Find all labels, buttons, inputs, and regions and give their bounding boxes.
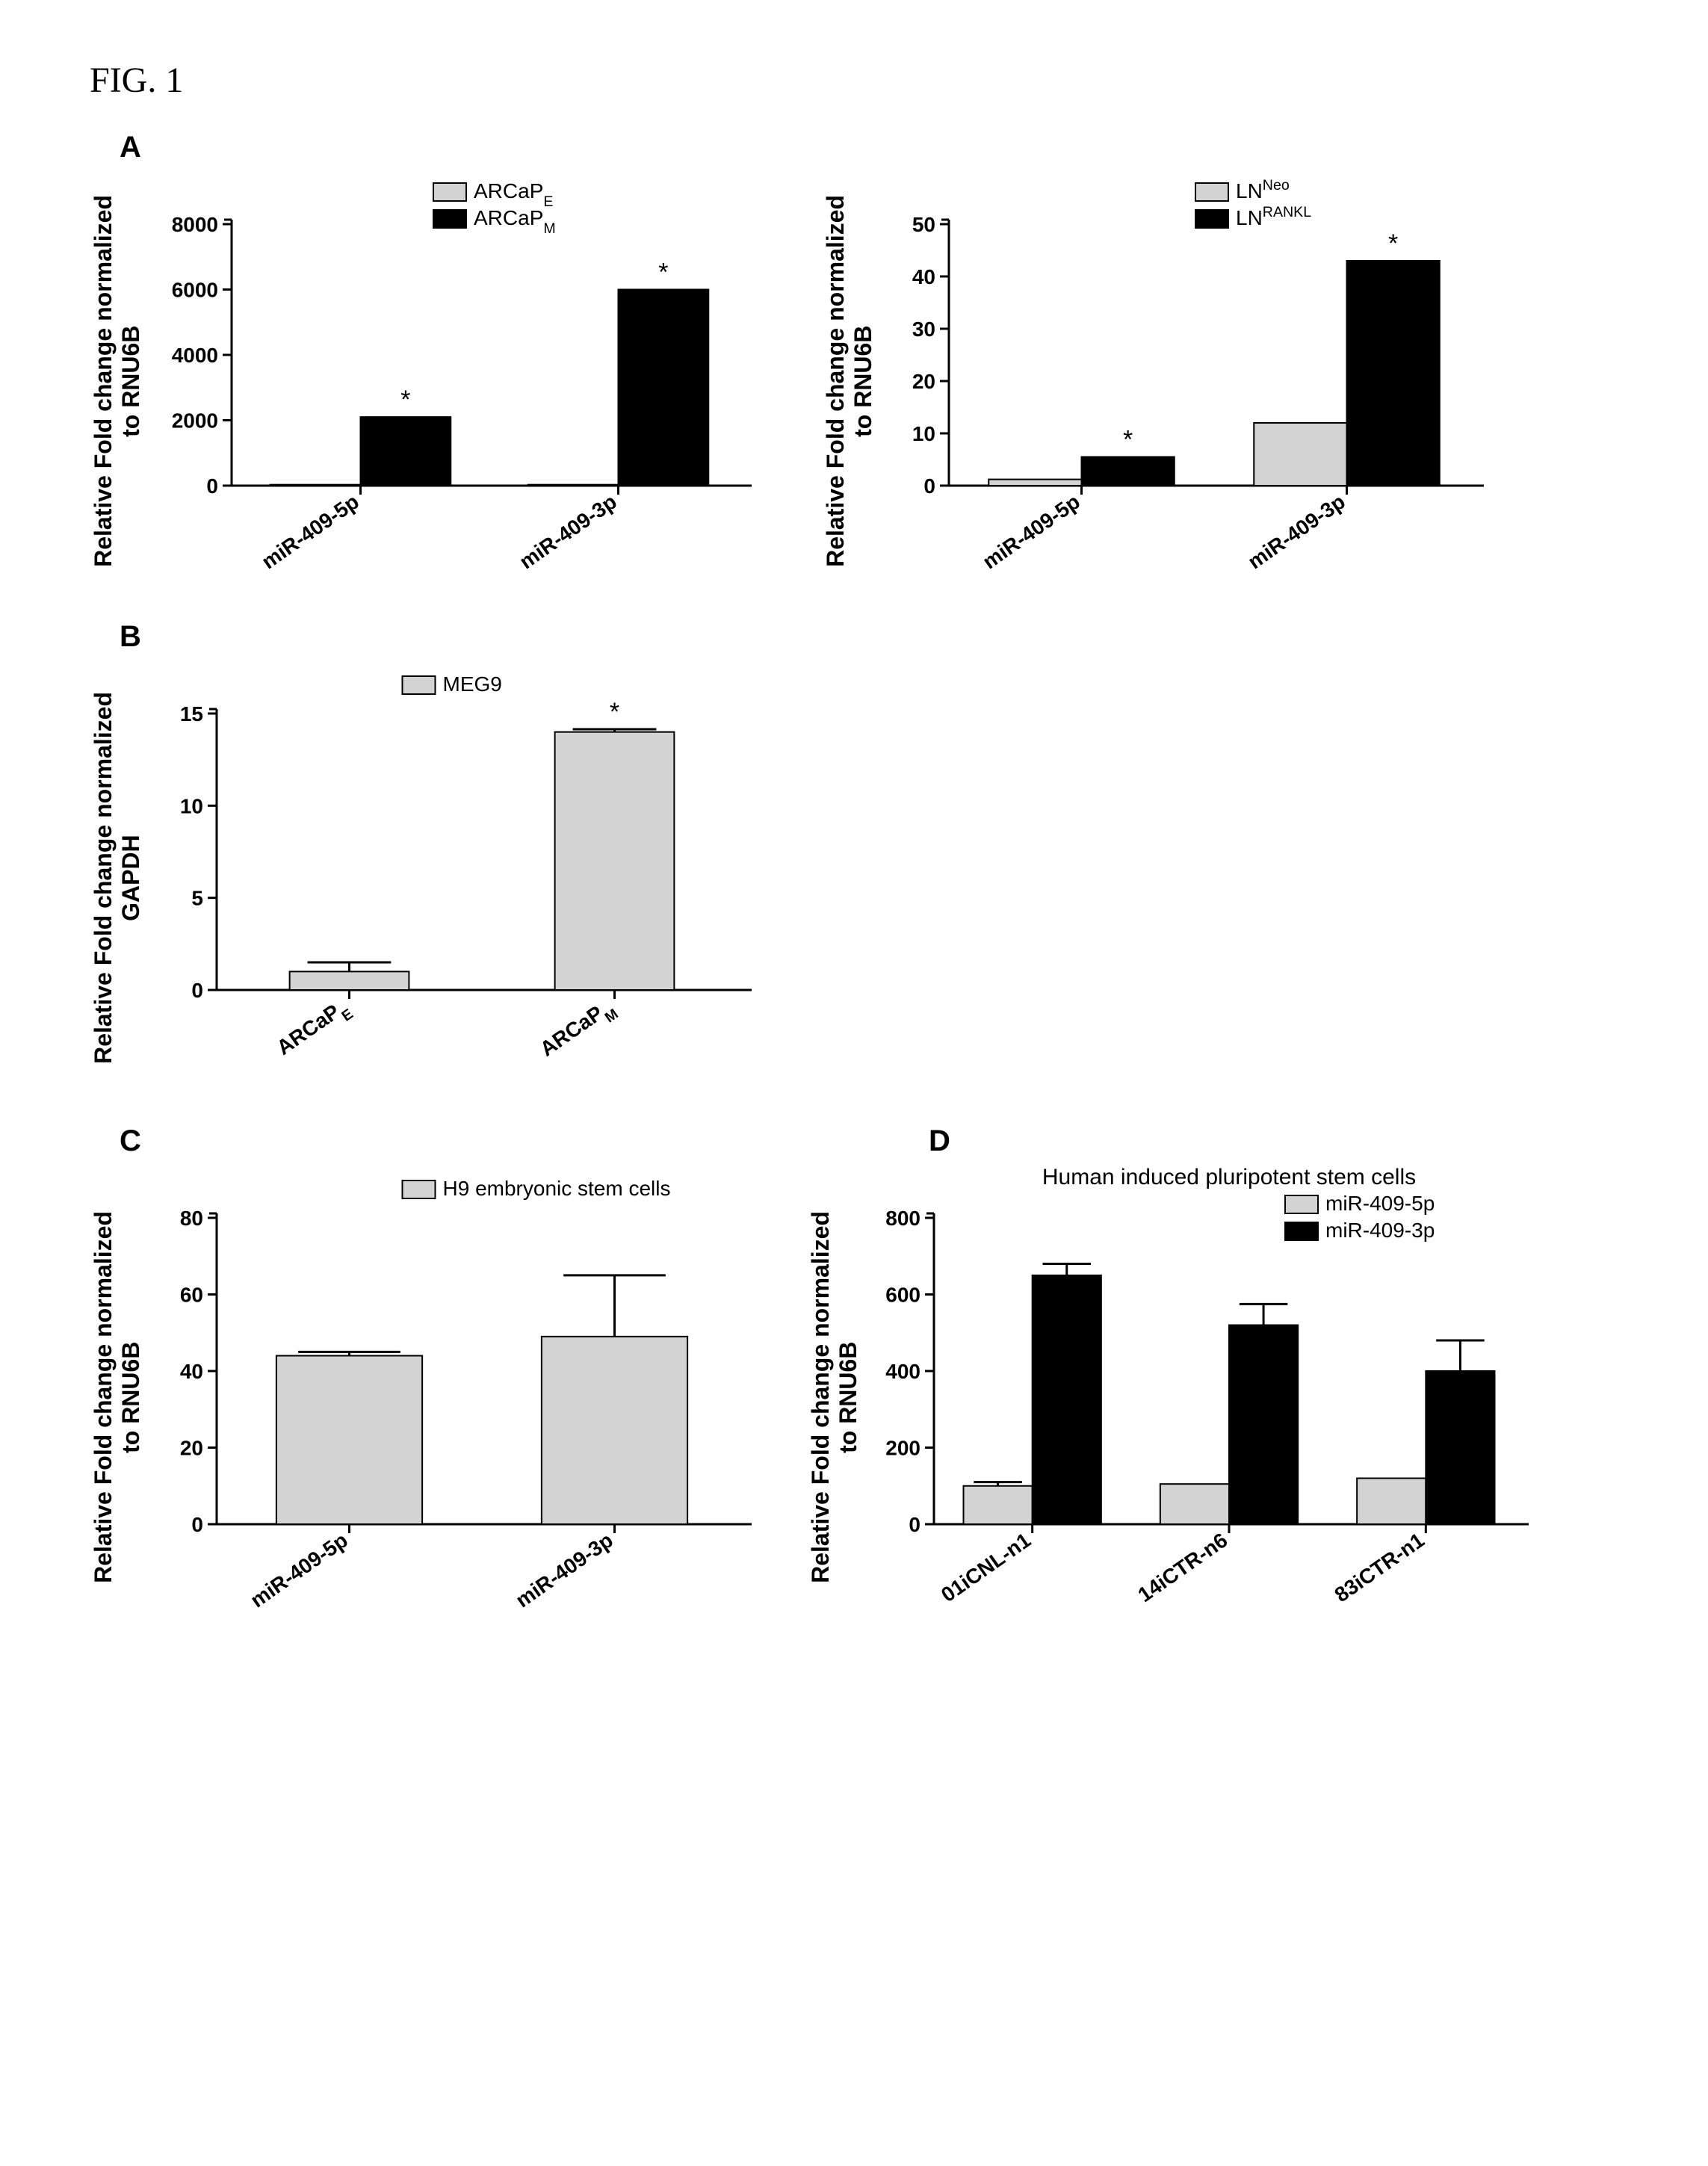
svg-text:60: 60 xyxy=(180,1284,203,1307)
panel-CD-labels: C D xyxy=(90,1095,1618,1166)
svg-text:LNRANKL: LNRANKL xyxy=(1236,204,1311,229)
svg-text:20: 20 xyxy=(912,370,935,393)
svg-text:H9 embryonic stem cells: H9 embryonic stem cells xyxy=(443,1177,671,1200)
svg-text:200: 200 xyxy=(885,1437,920,1460)
svg-text:miR-409-5p: miR-409-5p xyxy=(258,490,363,574)
svg-text:83iCTR-n1: 83iCTR-n1 xyxy=(1331,1529,1429,1607)
svg-text:80: 80 xyxy=(180,1207,203,1230)
svg-text:*: * xyxy=(1388,229,1398,258)
svg-text:miR-409-3p: miR-409-3p xyxy=(1244,490,1349,574)
svg-text:4000: 4000 xyxy=(172,344,218,367)
svg-text:5: 5 xyxy=(191,887,203,910)
panel-A-right-wrap: Relative Fold change normalized to RNU6B… xyxy=(822,172,1494,590)
svg-text:0: 0 xyxy=(923,474,935,498)
figure-page: FIG. 1 A Relative Fold change normalized… xyxy=(0,0,1708,1718)
panel-CD-row: Relative Fold change normalized to RNU6B… xyxy=(90,1166,1618,1629)
svg-text:20: 20 xyxy=(180,1437,203,1460)
panel-B-ylabel: Relative Fold change normalized GAPDH xyxy=(90,692,145,1064)
svg-text:10: 10 xyxy=(912,422,935,445)
panel-A-left-chart: 0 2000 4000 6000 8000 miR-409-5p miR-409-3p * * A… xyxy=(149,172,762,590)
panel-C-wrap: Relative Fold change normalized to RNU6B… xyxy=(90,1166,762,1629)
svg-text:0: 0 xyxy=(206,474,218,498)
panel-A-right-chart: 0 10 20 30 40 50 miR-409-5p miR-409-3p * * LNNeoLN… xyxy=(882,172,1494,590)
panel-A-right-ylabel: Relative Fold change normalized to RNU6B xyxy=(822,195,877,567)
svg-text:*: * xyxy=(400,386,410,414)
svg-text:0: 0 xyxy=(191,979,203,1002)
svg-text:50: 50 xyxy=(912,213,935,236)
svg-text:15: 15 xyxy=(180,702,203,725)
svg-text:6000: 6000 xyxy=(172,279,218,302)
panel-B-row: Relative Fold change normalized GAPDH 0 5… xyxy=(90,661,1618,1095)
panel-B-wrap: Relative Fold change normalized GAPDH 0 5… xyxy=(90,661,762,1095)
panel-D-wrap: Relative Fold change normalized to RNU6B… xyxy=(807,1166,1539,1629)
panel-A-left-ylabel: Relative Fold change normalized to RNU6B xyxy=(90,195,145,567)
figure-title: FIG. 1 xyxy=(90,60,1618,101)
panel-D-label: D xyxy=(929,1124,1618,1158)
panel-A-row: Relative Fold change normalized to RNU6B… xyxy=(90,172,1618,590)
svg-text:*: * xyxy=(610,698,619,726)
svg-text:400: 400 xyxy=(885,1360,920,1383)
panel-C-chart: 0 20 40 60 80 miR-409-5p miR-409-3p H9 embryoni… xyxy=(149,1166,762,1629)
svg-text:*: * xyxy=(658,259,668,287)
svg-text:01iCNL-n1: 01iCNL-n1 xyxy=(937,1529,1035,1607)
svg-text:MEG9: MEG9 xyxy=(443,672,502,696)
svg-text:miR-409-3p: miR-409-3p xyxy=(516,490,621,574)
svg-text:ARCaPM: ARCaPM xyxy=(536,994,622,1067)
svg-text:*: * xyxy=(1123,426,1133,454)
svg-text:miR-409-5p: miR-409-5p xyxy=(979,490,1084,574)
svg-text:0: 0 xyxy=(909,1513,920,1536)
svg-text:ARCaPE: ARCaPE xyxy=(273,994,356,1066)
svg-text:0: 0 xyxy=(191,1513,203,1536)
svg-text:LNNeo: LNNeo xyxy=(1236,177,1290,202)
panel-A-label: A xyxy=(120,131,1618,164)
panel-D-chart: 0 200 400 600 800 01iCNL-n1 14iCTR-n6 83iCTR-n1… xyxy=(867,1166,1539,1629)
svg-text:800: 800 xyxy=(885,1207,920,1230)
svg-text:ARCaPM: ARCaPM xyxy=(474,206,556,237)
svg-text:2000: 2000 xyxy=(172,409,218,433)
svg-text:40: 40 xyxy=(912,265,935,288)
panel-B-label: B xyxy=(120,620,1618,654)
svg-text:miR-409-3p: miR-409-3p xyxy=(512,1529,617,1612)
svg-text:miR-409-3p: miR-409-3p xyxy=(1325,1219,1435,1242)
svg-text:600: 600 xyxy=(885,1284,920,1307)
svg-text:8000: 8000 xyxy=(172,213,218,236)
svg-text:30: 30 xyxy=(912,318,935,341)
panel-C-ylabel: Relative Fold change normalized to RNU6B xyxy=(90,1211,145,1583)
svg-text:10: 10 xyxy=(180,794,203,817)
svg-text:ARCaPE: ARCaPE xyxy=(474,179,553,210)
svg-text:miR-409-5p: miR-409-5p xyxy=(247,1529,352,1612)
panel-A-left-wrap: Relative Fold change normalized to RNU6B… xyxy=(90,172,762,590)
panel-D-ylabel: Relative Fold change normalized to RNU6B xyxy=(807,1211,862,1583)
svg-text:14iCTR-n6: 14iCTR-n6 xyxy=(1133,1529,1231,1607)
panel-B-chart: 0 5 10 15 ARCaPE ARCaPM * MEG9 xyxy=(149,661,762,1095)
svg-text:miR-409-5p: miR-409-5p xyxy=(1325,1192,1435,1215)
panel-C-label: C xyxy=(120,1124,854,1158)
svg-text:Human induced pluripotent stem: Human induced pluripotent stem cells xyxy=(1042,1166,1416,1189)
svg-text:40: 40 xyxy=(180,1360,203,1383)
